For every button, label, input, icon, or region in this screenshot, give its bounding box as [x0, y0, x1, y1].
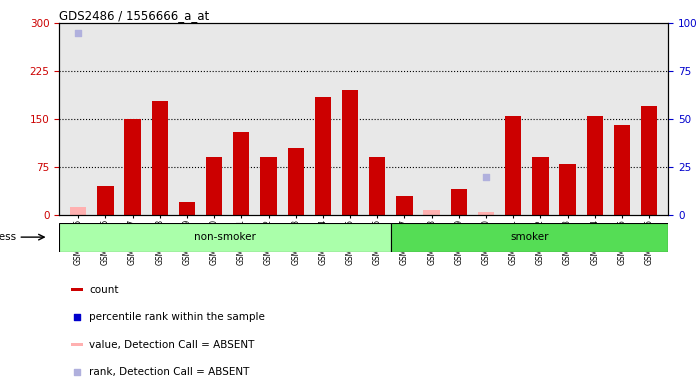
Bar [423, 210, 440, 215]
Text: value, Detection Call = ABSENT: value, Detection Call = ABSENT [89, 340, 254, 350]
Bar [72, 288, 84, 291]
Point [480, 174, 491, 180]
Bar [233, 132, 249, 215]
Text: non-smoker: non-smoker [194, 232, 256, 242]
Text: percentile rank within the sample: percentile rank within the sample [89, 312, 264, 322]
Bar [614, 126, 630, 215]
Bar [587, 116, 603, 215]
Text: stress: stress [0, 232, 17, 242]
Bar [505, 116, 521, 215]
Bar [260, 157, 276, 215]
Bar [72, 343, 84, 346]
Bar [97, 186, 113, 215]
Bar [179, 202, 195, 215]
Bar [396, 196, 413, 215]
Text: GDS2486 / 1556666_a_at: GDS2486 / 1556666_a_at [59, 9, 209, 22]
Text: smoker: smoker [510, 232, 549, 242]
Bar [560, 164, 576, 215]
Point [72, 369, 83, 376]
Point [72, 30, 84, 36]
Bar [125, 119, 141, 215]
Bar [641, 106, 657, 215]
Bar [451, 189, 467, 215]
Bar [532, 157, 548, 215]
Bar [369, 157, 386, 215]
Bar [287, 148, 304, 215]
Text: rank, Detection Call = ABSENT: rank, Detection Call = ABSENT [89, 367, 249, 377]
Bar [70, 207, 86, 215]
Bar [478, 212, 494, 215]
Bar [342, 90, 358, 215]
Bar [206, 157, 222, 215]
Bar [315, 97, 331, 215]
Point [72, 314, 83, 320]
Bar [59, 223, 391, 252]
Text: count: count [89, 285, 118, 295]
Bar [391, 223, 668, 252]
Bar [152, 101, 168, 215]
